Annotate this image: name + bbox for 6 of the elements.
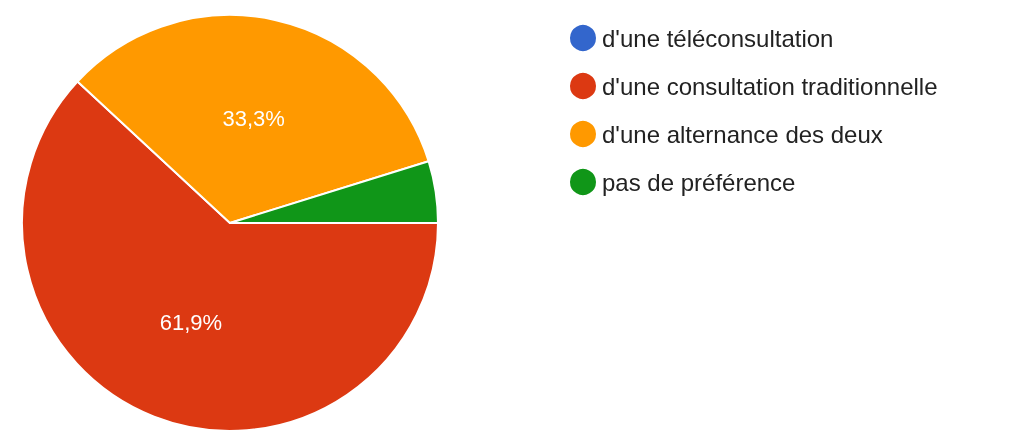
legend-label: pas de préférence: [602, 168, 796, 196]
legend-label: d'une consultation traditionnelle: [602, 72, 938, 100]
data-label: 61,9%: [159, 310, 223, 336]
data-label: 33,3%: [222, 106, 285, 132]
legend-label: d'une alternance des deux: [602, 120, 883, 148]
legend-label: d'une téléconsultation: [602, 24, 834, 52]
